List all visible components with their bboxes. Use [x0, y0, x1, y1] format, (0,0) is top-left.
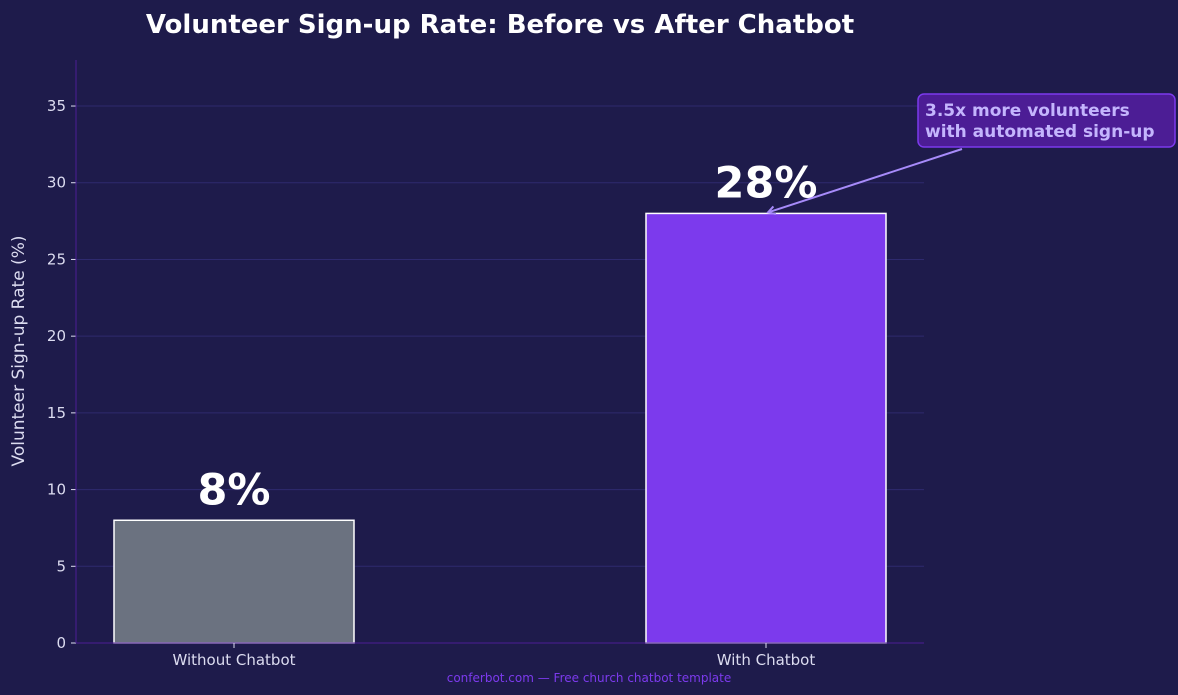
annotation-arrow — [768, 148, 963, 212]
grid-lines — [76, 105, 924, 567]
y-tick-label: 15 — [47, 404, 66, 422]
bar-without-chatbot — [113, 519, 355, 644]
y-tick-label: 20 — [47, 327, 66, 345]
x-tick-label: Without Chatbot — [172, 651, 295, 669]
data-label: 28% — [715, 158, 818, 208]
y-tick-label: 25 — [47, 250, 66, 268]
y-tick-label: 30 — [47, 174, 66, 192]
y-tick-label: 10 — [47, 481, 66, 499]
annotation-text: 3.5x more volunteers — [925, 101, 1130, 121]
bar-with-chatbot — [645, 212, 887, 644]
data-labels: 8% 28% — [197, 158, 817, 515]
footer-credit: conferbot.com — Free church chatbot temp… — [447, 671, 732, 685]
y-axis-title: Volunteer Sign-up Rate (%) — [9, 236, 29, 467]
chart-title: Volunteer Sign-up Rate: Before vs After … — [146, 10, 854, 40]
x-tick-label: With Chatbot — [717, 651, 816, 669]
y-tick-label: 5 — [56, 557, 66, 575]
axes: 0 5 10 15 20 25 30 35 Without Chatbot With Chatbo… — [47, 60, 924, 669]
annotation-text: with automated sign-up — [925, 122, 1155, 142]
data-label: 8% — [197, 465, 270, 515]
bars — [113, 212, 887, 644]
y-tick-label: 0 — [56, 634, 66, 652]
annotation-box — [917, 93, 1176, 148]
y-tick-label: 35 — [47, 97, 66, 115]
